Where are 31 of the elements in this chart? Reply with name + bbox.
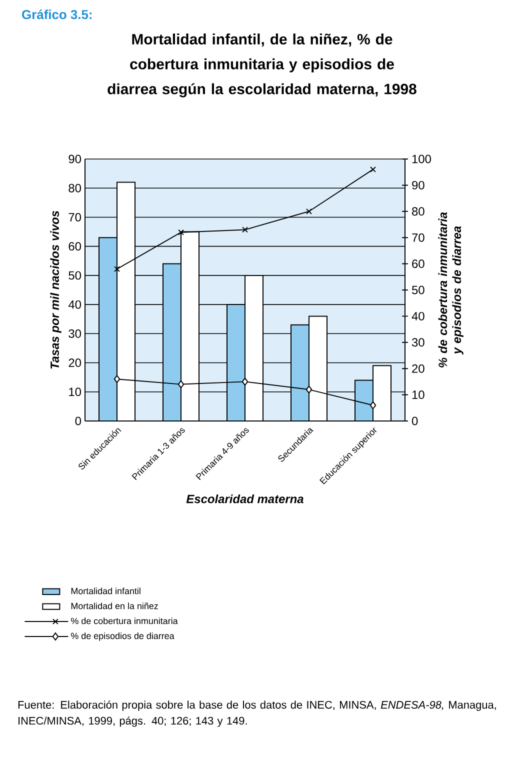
y-tick-label: 10: [69, 388, 82, 396]
y-tick-label: 70: [68, 212, 82, 222]
y2-tick-label: 40: [412, 312, 424, 320]
y2-tick-label: 80: [412, 207, 424, 216]
legend-label: Mortalidad infantil: [71, 588, 140, 594]
y-tick-label: 30: [68, 329, 82, 338]
text: Fuente: Elaboración propia sobre la base de los datos de INEC, MINSA, ENDESA-98, Managua, INEC/MINSA, 1999, págs. 40; 126; 143 y 149.: [18, 700, 496, 727]
y-tick-label: 0: [75, 416, 82, 426]
legend-label: Mortalidad en la niñez: [71, 602, 158, 610]
chart-title: Gráfico 3.5:: [22, 10, 92, 20]
y2-tick-label: 100: [412, 154, 431, 164]
y-tick-label: 80: [68, 184, 82, 192]
y2-axis-title: % de cobertura inmunitaria y episodios de diarrea: [438, 212, 464, 368]
y2-tick-label: 20: [412, 364, 424, 373]
y2-tick-label: 60: [412, 260, 424, 268]
x-axis-title: Escolaridad materna: [186, 494, 304, 504]
y-tick-label: 40: [68, 300, 82, 309]
y-tick-label: 60: [68, 242, 82, 251]
y-tick-label: 20: [68, 358, 82, 367]
y-tick-label: 90: [68, 154, 82, 164]
y2-tick-label: 90: [412, 180, 424, 190]
y2-tick-label: 50: [412, 286, 424, 294]
y2-tick-label: 0: [412, 416, 418, 426]
y-tick-label: 50: [68, 271, 82, 280]
legend-label: % de episodios de diarrea: [71, 632, 174, 641]
chart-subtitle: Mortalidad infantil, de la niñez, % de cobertura inmunitaria y episodios de diarrea según la escolaridad materna, 1998: [108, 34, 416, 98]
legend-label: % de cobertura inmunitaria: [71, 618, 178, 624]
y-axis-title: Tasas por mil nacidos vivos: [50, 210, 62, 369]
y2-tick-label: 30: [412, 338, 424, 347]
y2-tick-label: 10: [412, 390, 424, 400]
y2-tick-label: 70: [412, 233, 424, 242]
